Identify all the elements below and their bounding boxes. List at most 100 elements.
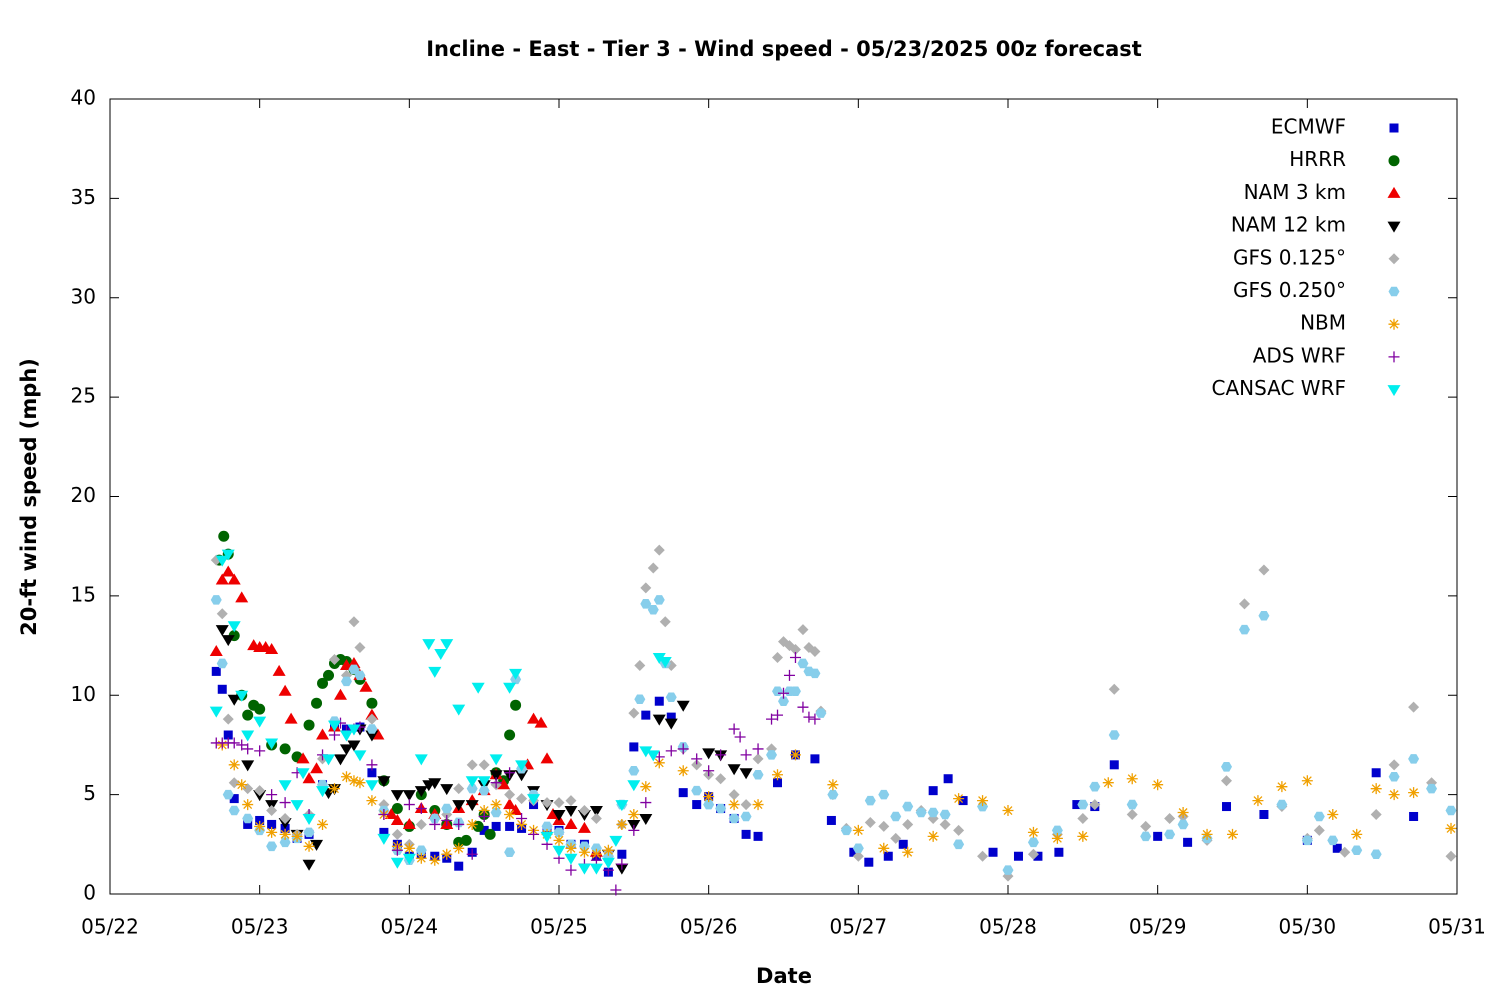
data-point bbox=[216, 658, 228, 669]
data-point bbox=[703, 765, 715, 777]
data-point bbox=[253, 716, 267, 728]
data-point bbox=[589, 806, 603, 818]
data-point bbox=[366, 697, 378, 709]
data-point bbox=[223, 730, 233, 740]
data-point bbox=[484, 828, 496, 840]
data-point bbox=[809, 668, 821, 679]
data-point bbox=[279, 812, 291, 824]
data-point bbox=[1140, 820, 1152, 832]
data-point bbox=[664, 718, 678, 730]
x-tick-label: 05/27 bbox=[830, 915, 888, 939]
data-point bbox=[265, 643, 279, 655]
data-point bbox=[236, 779, 248, 791]
data-point bbox=[703, 799, 715, 810]
data-point bbox=[1126, 799, 1138, 810]
data-point bbox=[1072, 800, 1082, 810]
data-point bbox=[415, 803, 427, 815]
data-point bbox=[490, 799, 502, 811]
data-point bbox=[1301, 835, 1313, 846]
data-point bbox=[1077, 812, 1089, 824]
data-point bbox=[415, 845, 427, 856]
data-point bbox=[339, 730, 353, 742]
data-point bbox=[654, 696, 664, 706]
data-point bbox=[852, 843, 864, 854]
data-point bbox=[1238, 598, 1250, 610]
data-point bbox=[627, 780, 641, 792]
data-point bbox=[915, 807, 927, 818]
data-point bbox=[254, 745, 266, 757]
data-point bbox=[1258, 564, 1270, 576]
data-point bbox=[640, 582, 652, 594]
data-point bbox=[953, 793, 965, 805]
data-point bbox=[601, 857, 615, 869]
data-point bbox=[367, 768, 377, 778]
data-point bbox=[429, 813, 441, 824]
data-point bbox=[235, 591, 249, 603]
data-point bbox=[640, 599, 652, 609]
data-point bbox=[1313, 811, 1325, 822]
chart-title: Incline - East - Tier 3 - Wind speed - 0… bbox=[426, 37, 1142, 61]
data-point bbox=[641, 710, 651, 720]
legend-symbol bbox=[1388, 351, 1400, 363]
data-point bbox=[728, 723, 740, 735]
data-point bbox=[1140, 831, 1152, 842]
data-point bbox=[826, 815, 836, 825]
data-point bbox=[1408, 701, 1420, 713]
data-point bbox=[452, 800, 466, 812]
y-axis-label: 20-ft wind speed (mph) bbox=[17, 358, 41, 636]
data-point bbox=[565, 842, 577, 854]
data-point bbox=[852, 824, 864, 836]
x-tick-label: 05/29 bbox=[1129, 915, 1187, 939]
data-point bbox=[241, 760, 255, 772]
data-point bbox=[303, 719, 315, 731]
legend-symbol bbox=[1388, 155, 1400, 167]
data-point bbox=[1259, 810, 1269, 819]
data-point bbox=[390, 857, 404, 869]
data-point bbox=[953, 824, 965, 836]
data-point bbox=[647, 605, 659, 615]
data-point bbox=[391, 803, 403, 815]
data-point bbox=[317, 677, 329, 689]
data-point bbox=[898, 839, 908, 849]
data-point bbox=[479, 825, 489, 835]
data-point bbox=[1002, 865, 1014, 875]
data-point bbox=[379, 827, 389, 837]
data-point bbox=[222, 789, 234, 800]
data-point bbox=[827, 779, 839, 791]
data-point bbox=[328, 720, 341, 732]
data-point bbox=[365, 730, 379, 742]
data-point bbox=[1177, 819, 1189, 830]
data-point bbox=[215, 573, 229, 585]
data-point bbox=[465, 776, 479, 788]
y-tick-label: 20 bbox=[71, 483, 96, 507]
data-point bbox=[739, 768, 753, 780]
data-point bbox=[610, 884, 622, 896]
data-point bbox=[1426, 783, 1438, 794]
data-point bbox=[422, 639, 436, 651]
data-point bbox=[1077, 830, 1089, 842]
data-point bbox=[1183, 837, 1193, 847]
legend-symbol bbox=[1388, 286, 1400, 297]
y-tick-label: 10 bbox=[71, 682, 96, 706]
data-point bbox=[377, 776, 391, 788]
data-point bbox=[864, 857, 874, 867]
data-point bbox=[440, 784, 454, 796]
data-point bbox=[577, 821, 591, 833]
data-point bbox=[255, 815, 265, 825]
data-point bbox=[1258, 610, 1270, 621]
data-point bbox=[489, 770, 503, 782]
data-point bbox=[279, 797, 291, 809]
data-point bbox=[428, 778, 442, 790]
data-point bbox=[797, 658, 809, 669]
data-point bbox=[634, 659, 646, 671]
data-point bbox=[628, 707, 640, 719]
data-point bbox=[1370, 809, 1382, 820]
data-point bbox=[266, 789, 278, 801]
data-point bbox=[478, 785, 490, 796]
data-point bbox=[1054, 847, 1064, 857]
data-point bbox=[366, 795, 378, 807]
data-point bbox=[849, 847, 859, 857]
data-point bbox=[504, 847, 516, 858]
data-point bbox=[691, 759, 703, 771]
data-point bbox=[434, 649, 448, 661]
